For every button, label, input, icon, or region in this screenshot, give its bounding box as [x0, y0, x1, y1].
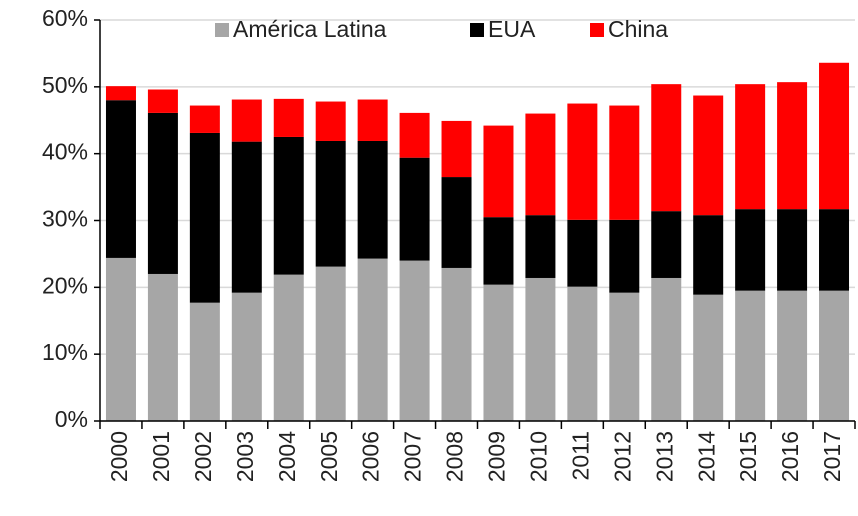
bar-segment	[777, 209, 808, 291]
bar-segment	[105, 100, 136, 258]
x-tick-label: 2004	[274, 431, 300, 482]
bar-segment	[483, 284, 514, 421]
y-tick-label: 30%	[42, 206, 88, 232]
x-tick-label: 2000	[106, 431, 132, 482]
bar-segment	[147, 89, 178, 113]
bar-segment	[273, 274, 304, 421]
y-tick-label: 50%	[42, 72, 88, 98]
x-tick-label: 2010	[525, 431, 551, 482]
legend-label: EUA	[488, 16, 536, 42]
bar-segment	[147, 273, 178, 421]
bar-segment	[315, 101, 346, 141]
bar-segment	[693, 95, 724, 216]
bar-segment	[819, 62, 850, 210]
bar-segment	[441, 120, 472, 178]
legend-label: América Latina	[233, 16, 387, 42]
legend-swatch	[215, 23, 229, 37]
x-tick-label: 2009	[484, 431, 510, 482]
x-tick-label: 2002	[190, 431, 216, 482]
x-tick-label: 2017	[819, 431, 845, 482]
bar-segment	[735, 209, 766, 291]
y-tick-label: 40%	[42, 139, 88, 165]
bar-segment	[357, 258, 388, 421]
bar-segment	[651, 277, 682, 421]
bar-segment	[819, 209, 850, 291]
bar-segment	[567, 219, 598, 287]
bar-segment	[777, 290, 808, 421]
bar-segment	[357, 140, 388, 259]
x-tick-label: 2005	[316, 431, 342, 482]
bar-segment	[525, 215, 556, 278]
bar-segment	[147, 112, 178, 274]
bar-segment	[231, 141, 262, 293]
x-tick-label: 2015	[735, 431, 761, 482]
bar-segment	[525, 277, 556, 421]
bar-segment	[105, 257, 136, 421]
bar-segment	[399, 112, 430, 158]
bar-segment	[693, 294, 724, 421]
x-tick-label: 2001	[148, 431, 174, 482]
bar-segment	[231, 99, 262, 142]
y-tick-label: 20%	[42, 272, 88, 298]
bar-segment	[651, 84, 682, 212]
bar-segment	[483, 125, 514, 218]
bar-segment	[273, 98, 304, 137]
x-tick-label: 2007	[400, 431, 426, 482]
bar-segment	[441, 267, 472, 421]
bar-segment	[315, 140, 346, 267]
x-tick-label: 2014	[693, 431, 719, 482]
legend-swatch	[590, 23, 604, 37]
bar-segment	[399, 157, 430, 261]
bar-segment	[399, 260, 430, 421]
legend-swatch	[470, 23, 484, 37]
legend-label: China	[608, 16, 668, 42]
x-tick-label: 2011	[567, 431, 593, 480]
x-tick-label: 2008	[442, 431, 468, 482]
bar-segment	[189, 132, 220, 303]
bar-segment	[819, 290, 850, 421]
x-tick-label: 2003	[232, 431, 258, 482]
bar-segment	[735, 84, 766, 210]
bar-segment	[651, 211, 682, 278]
bar-segment	[777, 82, 808, 210]
bar-segment	[609, 219, 640, 293]
bar-segment	[231, 292, 262, 421]
bar-segment	[735, 290, 766, 421]
bar-segment	[567, 103, 598, 220]
bar-segment	[525, 113, 556, 216]
bar-segment	[609, 292, 640, 421]
bar-segment	[567, 286, 598, 421]
bar-segment	[315, 266, 346, 421]
bar-segment	[609, 105, 640, 220]
y-tick-label: 10%	[42, 339, 88, 365]
bar-segment	[273, 136, 304, 275]
x-tick-label: 2013	[651, 431, 677, 482]
bar-segment	[189, 302, 220, 421]
bar-segment	[483, 217, 514, 285]
bar-segment	[441, 177, 472, 268]
bar-segment	[357, 99, 388, 141]
x-tick-label: 2006	[358, 431, 384, 482]
x-tick-label: 2012	[609, 431, 635, 482]
bar-segment	[693, 215, 724, 295]
y-tick-label: 60%	[42, 5, 88, 31]
bar-segment	[105, 86, 136, 101]
x-tick-label: 2016	[777, 431, 803, 482]
y-tick-label: 0%	[55, 406, 88, 432]
bar-segment	[189, 105, 220, 133]
